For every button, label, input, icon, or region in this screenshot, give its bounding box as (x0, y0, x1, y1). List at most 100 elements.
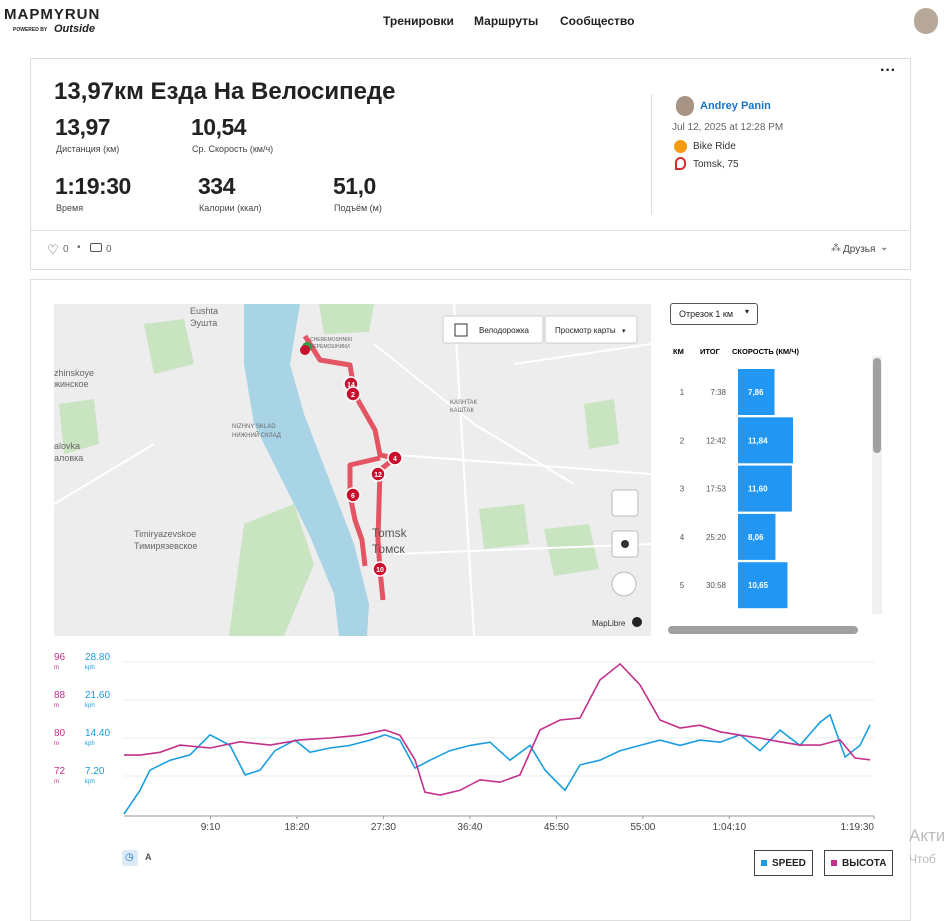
map-label: zhinskoye (54, 368, 94, 378)
x-tick-label: 45:50 (544, 822, 569, 833)
map-label: NIZHNY SKLAD (232, 424, 276, 430)
more-menu[interactable]: ··· (880, 62, 896, 79)
splits-header: ИТОГ (700, 347, 721, 356)
comment-icon[interactable] (90, 243, 102, 252)
y-unit: m (54, 665, 59, 671)
y2-unit: kph (85, 779, 95, 785)
date: Jul 12, 2025 at 12:28 PM (672, 122, 784, 133)
km-marker-label: 4 (393, 456, 397, 463)
y2-tick-label: 7.20 (85, 766, 105, 777)
legend-item[interactable]: ВЫСОТА (824, 850, 894, 876)
map-label: аловка (54, 453, 83, 463)
divider (31, 230, 909, 231)
divider (651, 94, 652, 214)
split-time: 12:42 (706, 436, 727, 445)
line-chart: 72 m 80 m 88 m 96 m 7.20 kph 14.40 kph 21.60 kph 28.80… (54, 652, 875, 833)
y2-tick-label: 14.40 (85, 728, 110, 739)
bike-lane-toggle[interactable] (442, 315, 544, 344)
legend-label: SPEED (772, 857, 806, 869)
stat-label: Калории (ккал) (199, 203, 262, 213)
user-avatar (676, 96, 694, 116)
clock-icon: ◷ (125, 852, 134, 863)
checkbox[interactable] (454, 323, 468, 337)
split-time: 7:38 (710, 388, 726, 397)
y-unit: m (54, 703, 59, 709)
info-icon[interactable] (632, 617, 642, 627)
splits-header: КМ (673, 347, 684, 356)
scrollbar-track (872, 356, 882, 614)
speed-bar (738, 465, 792, 512)
distance-toggle[interactable]: A (145, 852, 152, 862)
split-time: 30:58 (706, 581, 727, 590)
map-label: КАШТАК (450, 408, 474, 414)
stat-value: 10,54 (191, 114, 247, 140)
split-km: 4 (680, 533, 685, 542)
speed-bar (738, 562, 788, 609)
map-label: alovka (54, 441, 80, 451)
series-line (123, 713, 871, 815)
comments: 0 (106, 244, 112, 255)
powered-by: POWERED BY (13, 27, 48, 33)
y-tick-label: 96 (54, 652, 66, 663)
speed-label: 11,60 (748, 485, 768, 494)
map-label: Tomsk (372, 526, 408, 540)
map-view-label: Просмотр карты (555, 326, 616, 335)
split-km: 3 (680, 485, 685, 494)
scrollbar-thumb[interactable] (873, 358, 881, 453)
map-label: Timiryazevskoe (134, 529, 196, 539)
km-marker (345, 487, 361, 503)
x-tick-label: 18:20 (284, 822, 309, 833)
map[interactable]: Eushta Эушта zhinskoye жинское alovka ал… (54, 304, 651, 636)
user-name[interactable]: Andrey Panin (700, 100, 771, 112)
split-dropdown[interactable] (670, 303, 758, 325)
x-tick-label: 27:30 (371, 822, 396, 833)
map-label: жинское (54, 379, 89, 389)
splits-header: СКОРОСТЬ (КМ/Ч) (732, 347, 800, 356)
x-tick-label: 9:10 (201, 822, 221, 833)
stat-value: 1:19:30 (55, 173, 131, 199)
likes: 0 (63, 244, 69, 255)
x-tick-label: 36:40 (457, 822, 482, 833)
stat-value: 51,0 (333, 173, 376, 199)
map-labels: Eushta Эушта zhinskoye жинское alovka ал… (54, 306, 478, 556)
dot: • (77, 242, 81, 253)
fullscreen-button[interactable] (611, 489, 639, 517)
avatar[interactable] (914, 8, 938, 34)
nav-link[interactable]: Тренировки (383, 14, 454, 28)
y-unit: m (54, 779, 59, 785)
y-tick-label: 88 (54, 690, 66, 701)
x-tick-label: 1:19:30 (841, 822, 875, 833)
legend-swatch (761, 860, 767, 866)
speed-bar (738, 417, 793, 464)
km-marker (387, 450, 403, 466)
caret: ▾ (622, 328, 626, 335)
km-marker (345, 386, 361, 402)
km-marker-label: 6 (351, 493, 355, 500)
km-marker-label: 2 (351, 392, 355, 399)
speed-bar (738, 369, 775, 415)
time-axis-toggle[interactable] (122, 850, 138, 866)
legend-label: ВЫСОТА (842, 857, 887, 869)
y2-unit: kph (85, 741, 95, 747)
nav-link[interactable]: Маршруты (474, 14, 539, 28)
watermark: Акти (909, 826, 944, 845)
logo[interactable]: MAPMYRUN (4, 6, 101, 23)
map-view-dropdown[interactable] (544, 315, 638, 344)
km-marker (370, 466, 386, 482)
legend-item[interactable]: SPEED (754, 850, 813, 876)
x-tick-label: 55:00 (630, 822, 655, 833)
h-scrollbar-thumb[interactable] (668, 626, 858, 634)
privacy[interactable]: Друзья (843, 244, 876, 255)
km-marker-label: 14 (347, 382, 355, 389)
workout-title: 13,97км Езда На Велосипеде (54, 78, 396, 105)
nav-link[interactable]: Сообщество (560, 14, 635, 28)
like-icon[interactable]: ♡ (47, 242, 59, 257)
km-markers: 14 2 4 12 6 10 (343, 376, 403, 577)
km-marker-label: 12 (374, 472, 382, 479)
center-icon (621, 540, 629, 548)
locate-button[interactable] (611, 571, 637, 597)
speed-label: 8,06 (748, 533, 764, 542)
y2-tick-label: 21.60 (85, 690, 110, 701)
split-km: 2 (680, 436, 685, 445)
